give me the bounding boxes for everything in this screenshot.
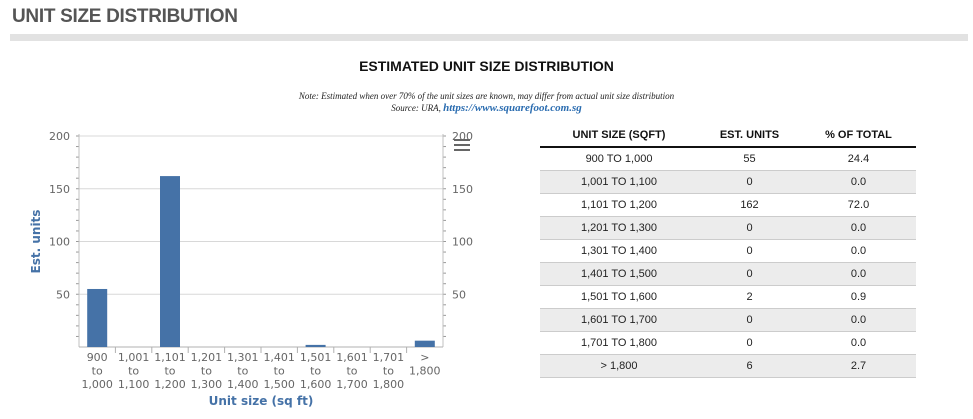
chart-title: ESTIMATED UNIT SIZE DISTRIBUTION — [359, 58, 614, 74]
unit-size-cell: > 1,800 — [540, 354, 698, 378]
column-header: % OF TOTAL — [801, 124, 916, 148]
unit-size-cell: 1,201 TO 1,300 — [540, 216, 698, 240]
x-tick-label: 1,101 — [154, 351, 186, 364]
est-units-cell: 0 — [698, 239, 801, 263]
bar — [305, 344, 326, 347]
est-units-cell: 55 — [698, 147, 801, 171]
x-tick-label: 1,001 — [118, 351, 150, 364]
percent-cell: 0.0 — [801, 170, 916, 194]
y-tick-label: 200 — [49, 130, 70, 143]
y-axis-title: Est. units — [29, 210, 43, 274]
bar — [414, 340, 435, 347]
x-tick-label: to — [310, 365, 321, 378]
est-units-cell: 0 — [698, 170, 801, 194]
section-header: UNIT SIZE DISTRIBUTION — [12, 6, 238, 27]
table-header-row: UNIT SIZE (SQFT) EST. UNITS % OF TOTAL — [540, 124, 916, 148]
y-tick-label-right: 50 — [452, 288, 466, 301]
x-axis-title: Unit size (sq ft) — [209, 394, 314, 408]
percent-cell: 72.0 — [801, 193, 916, 217]
x-tick-label: 1,600 — [300, 378, 332, 391]
percent-cell: 0.0 — [801, 308, 916, 332]
est-units-cell: 0 — [698, 262, 801, 286]
y-tick-label-right: 100 — [452, 236, 473, 249]
x-tick-label: 1,601 — [336, 351, 368, 364]
x-tick-label: 1,301 — [227, 351, 259, 364]
est-units-cell: 2 — [698, 285, 801, 309]
percent-cell: 0.0 — [801, 216, 916, 240]
hamburger-menu-icon[interactable] — [454, 139, 470, 153]
unit-size-cell: 1,701 TO 1,800 — [540, 331, 698, 355]
x-tick-label: 1,701 — [373, 351, 405, 364]
x-tick-label: 1,400 — [227, 378, 259, 391]
y-tick-label: 100 — [49, 236, 70, 249]
x-tick-label: 1,100 — [118, 378, 150, 391]
x-tick-label: to — [92, 365, 103, 378]
column-header: EST. UNITS — [698, 124, 801, 148]
x-tick-label: 1,501 — [300, 351, 332, 364]
x-tick-label: 1,800 — [409, 365, 441, 378]
percent-cell: 0.0 — [801, 239, 916, 263]
x-tick-label: 1,201 — [191, 351, 223, 364]
bar — [160, 176, 180, 347]
percent-cell: 24.4 — [801, 147, 916, 171]
bar — [87, 288, 108, 347]
source-prefix: Source: URA, — [391, 103, 444, 113]
table-row: 1,001 TO 1,100 0 0.0 — [540, 170, 916, 194]
y-tick-label: 150 — [49, 183, 70, 196]
table-row: 900 TO 1,000 55 24.4 — [540, 147, 916, 171]
x-tick-label: to — [383, 365, 394, 378]
x-tick-label: to — [274, 365, 285, 378]
distribution-table: UNIT SIZE (SQFT) EST. UNITS % OF TOTAL 9… — [540, 124, 916, 378]
x-tick-label: 1,300 — [191, 378, 223, 391]
percent-cell: 0.9 — [801, 285, 916, 309]
x-tick-label: 1,800 — [373, 378, 405, 391]
est-units-cell: 0 — [698, 308, 801, 332]
x-tick-label: 1,000 — [81, 378, 113, 391]
x-tick-label: > — [420, 351, 429, 364]
unit-size-cell: 1,501 TO 1,600 — [540, 285, 698, 309]
x-tick-label: to — [346, 365, 357, 378]
table-row: 1,101 TO 1,200 162 72.0 — [540, 193, 916, 217]
table-row: 1,201 TO 1,300 0 0.0 — [540, 216, 916, 240]
est-units-cell: 162 — [698, 193, 801, 217]
y-tick-label: 50 — [56, 288, 70, 301]
x-tick-label: 1,500 — [263, 378, 295, 391]
table-row: > 1,800 6 2.7 — [540, 354, 916, 378]
unit-size-cell: 1,601 TO 1,700 — [540, 308, 698, 332]
table-row: 1,601 TO 1,700 0 0.0 — [540, 308, 916, 332]
x-tick-label: 1,700 — [336, 378, 368, 391]
y-tick-label-right: 150 — [452, 183, 473, 196]
x-tick-label: 1,401 — [263, 351, 295, 364]
x-tick-label: to — [201, 365, 212, 378]
table-row: 1,301 TO 1,400 0 0.0 — [540, 239, 916, 263]
x-tick-label: to — [128, 365, 139, 378]
chart-source: Source: URA, https://www.squarefoot.com.… — [0, 102, 973, 114]
est-units-cell: 0 — [698, 331, 801, 355]
percent-cell: 2.7 — [801, 354, 916, 378]
unit-size-cell: 1,401 TO 1,500 — [540, 262, 698, 286]
unit-size-cell: 1,101 TO 1,200 — [540, 193, 698, 217]
table-row: 1,401 TO 1,500 0 0.0 — [540, 262, 916, 286]
percent-cell: 0.0 — [801, 262, 916, 286]
est-units-cell: 0 — [698, 216, 801, 240]
source-link[interactable]: https://www.squarefoot.com.sg — [443, 102, 582, 114]
table-row: 1,701 TO 1,800 0 0.0 — [540, 331, 916, 355]
unit-size-cell: 1,301 TO 1,400 — [540, 239, 698, 263]
table-row: 1,501 TO 1,600 2 0.9 — [540, 285, 916, 309]
unit-size-cell: 900 TO 1,000 — [540, 147, 698, 171]
column-header: UNIT SIZE (SQFT) — [540, 124, 698, 148]
percent-cell: 0.0 — [801, 331, 916, 355]
x-tick-label: to — [237, 365, 248, 378]
est-units-cell: 6 — [698, 354, 801, 378]
x-tick-label: 1,200 — [154, 378, 186, 391]
x-tick-label: to — [164, 365, 175, 378]
unit-size-cell: 1,001 TO 1,100 — [540, 170, 698, 194]
header-divider — [10, 34, 968, 41]
chart-note: Note: Estimated when over 70% of the uni… — [298, 91, 675, 101]
x-tick-label: 900 — [87, 351, 108, 364]
